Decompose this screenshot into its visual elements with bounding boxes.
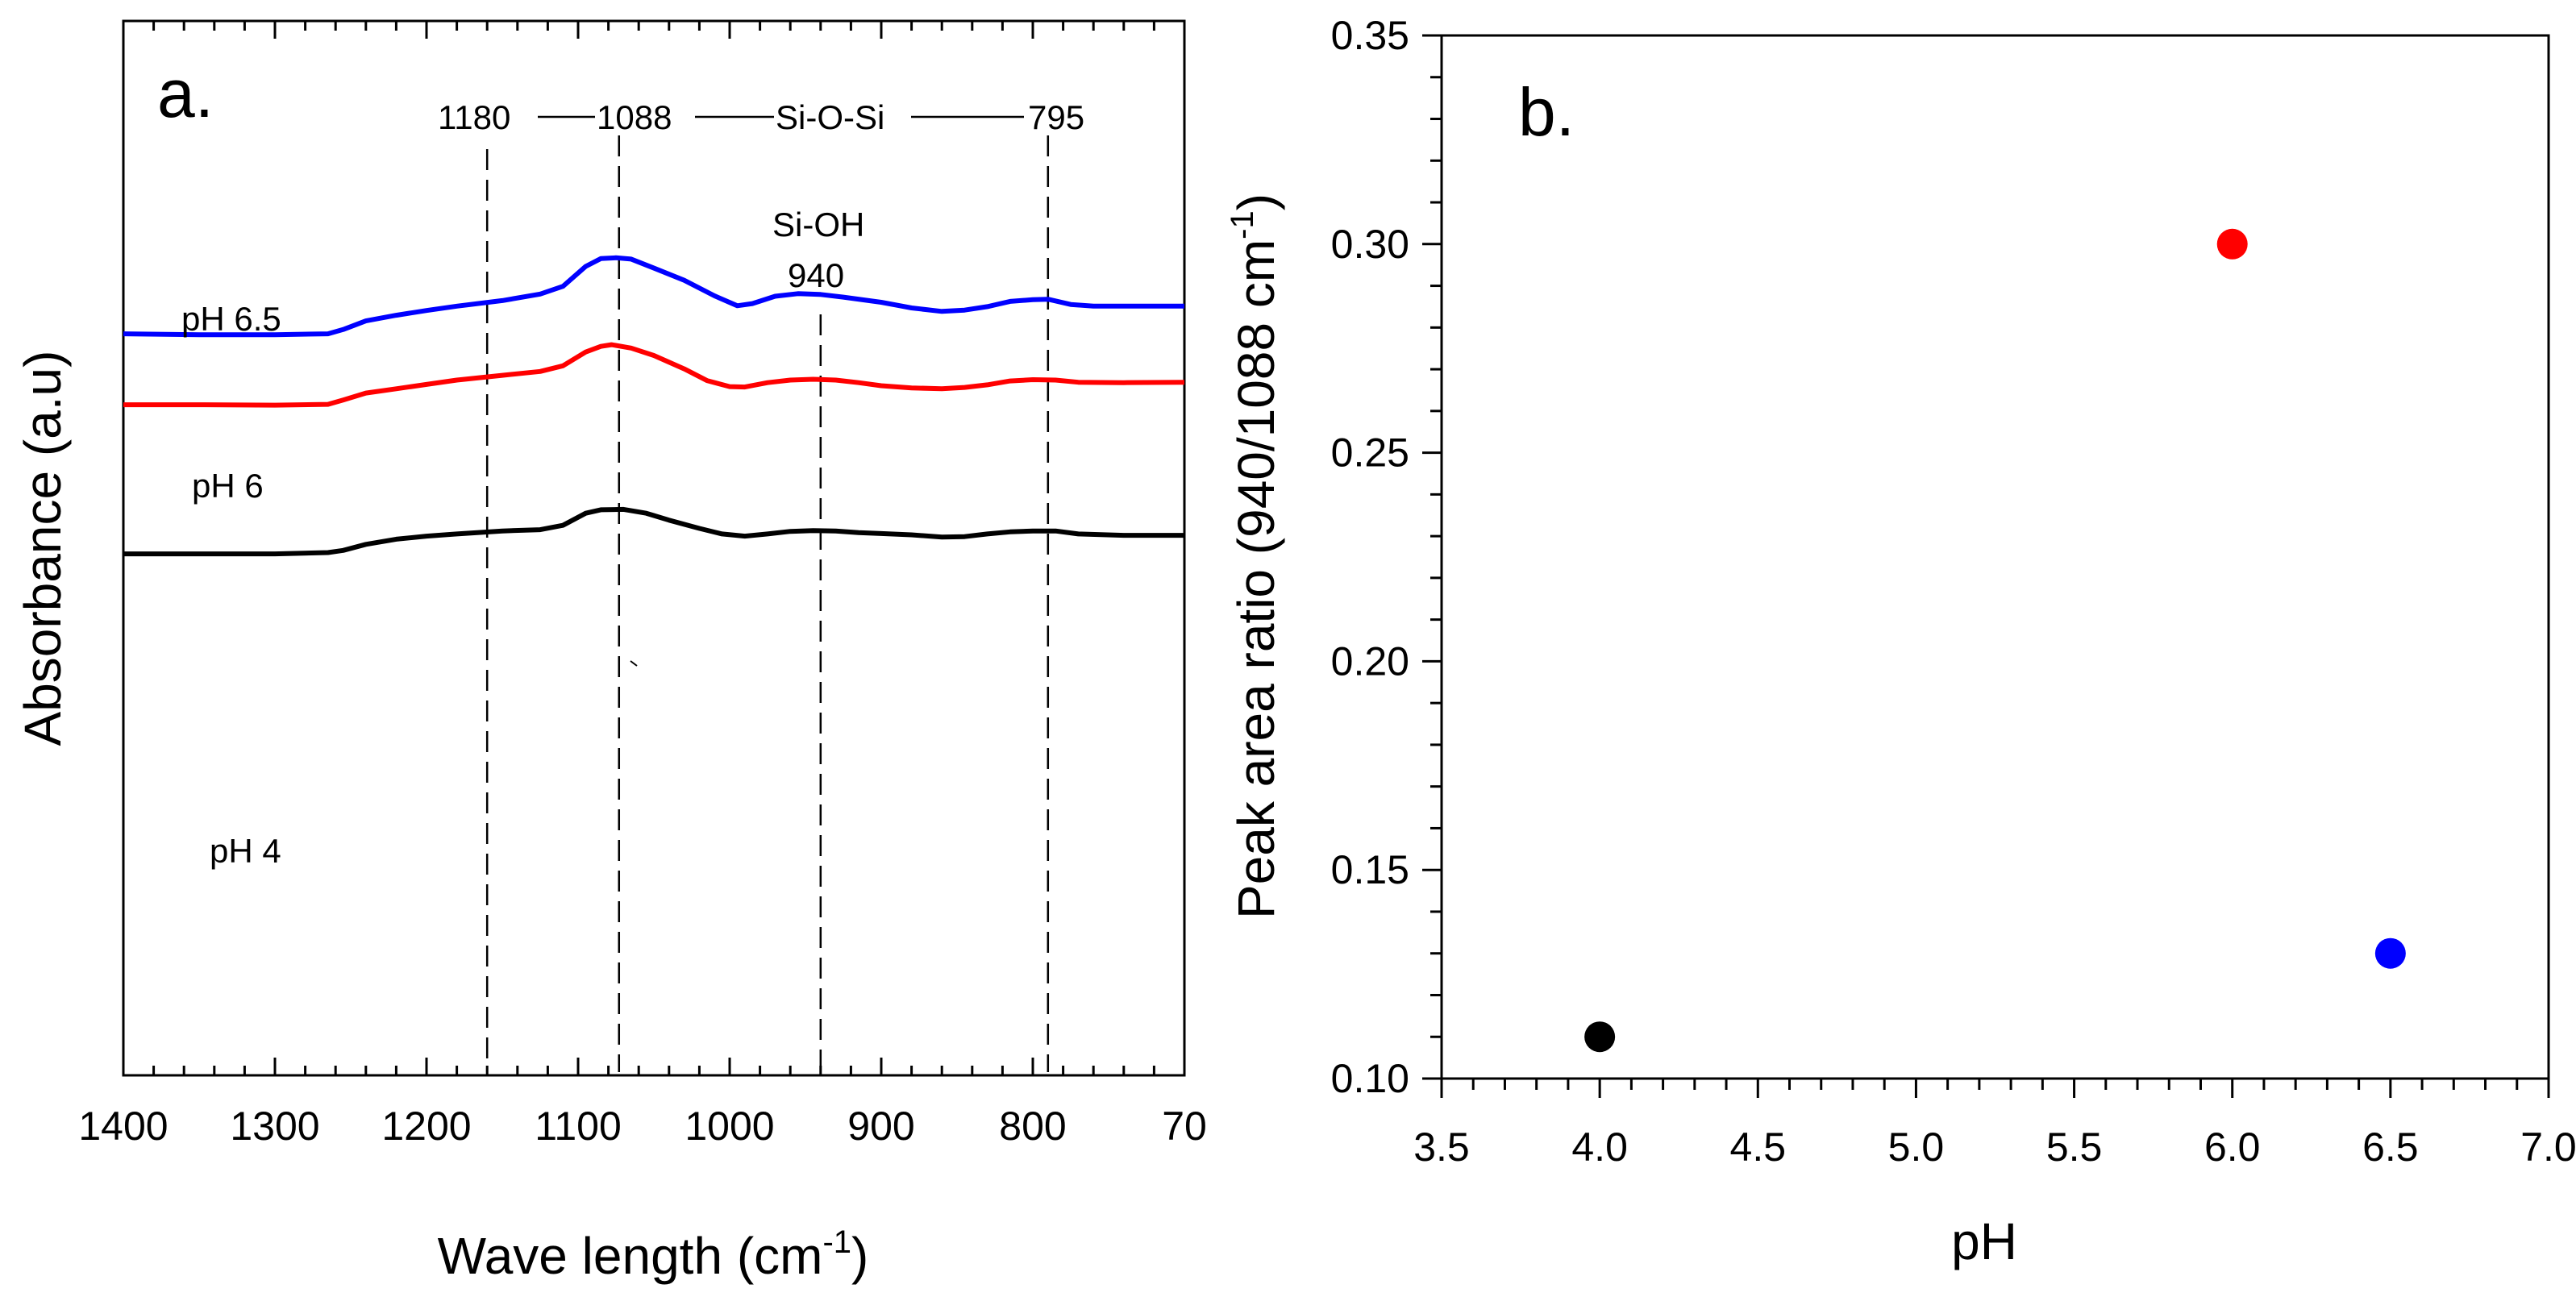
panel-a-ir-spectra: a. 1400 1300 1200 1100 1000 900 800 70 W… bbox=[14, 19, 1207, 1285]
panel-b-y-tick-labels: 0.10 0.15 0.20 0.25 0.30 0.35 bbox=[1331, 13, 1409, 1101]
peak-label-1088: 1088 bbox=[597, 98, 672, 136]
y-tick-label: 0.35 bbox=[1331, 13, 1409, 58]
x-tick-label: 800 bbox=[999, 1104, 1066, 1149]
y-tick-label: 0.20 bbox=[1331, 638, 1409, 684]
panel-b-y-axis-title: Peak area ratio (940/1088 cm-1) bbox=[1225, 193, 1285, 919]
scatter-point bbox=[2216, 228, 2248, 260]
x-tick-label: 4.0 bbox=[1571, 1124, 1628, 1170]
panel-a-y-axis-title: Absorbance (a.u) bbox=[14, 351, 72, 746]
panel-b-data-points bbox=[1584, 228, 2406, 1053]
panel-a-plot-frame bbox=[122, 19, 1186, 1077]
panel-b-peak-ratio: b. 3.5 4.0 4.5 5.0 5.5 6.0 6.5 7.0 0.10 … bbox=[1225, 13, 2576, 1270]
panel-a-x-ticks bbox=[122, 21, 1186, 1075]
si-oh-label: Si-OH bbox=[772, 206, 864, 243]
y-tick-label: 0.15 bbox=[1331, 847, 1409, 892]
panel-a-label: a. bbox=[157, 56, 214, 131]
panel-b-x-axis-title: pH bbox=[1951, 1212, 2017, 1270]
panel-b-ticks bbox=[1422, 34, 2550, 1098]
x-tick-label: 1100 bbox=[535, 1104, 622, 1149]
x-tick-label: 70 bbox=[1162, 1104, 1207, 1149]
panel-a-series bbox=[123, 255, 1185, 557]
x-tick-label: 6.5 bbox=[2362, 1124, 2419, 1170]
si-o-si-label: Si-O-Si bbox=[776, 98, 884, 136]
x-tick-label: 6.0 bbox=[2204, 1124, 2261, 1170]
curve-label-ph-4: pH 4 bbox=[210, 832, 281, 870]
si-oh-annotation: Si-OH 940 bbox=[772, 206, 864, 294]
y-tick-label: 0.25 bbox=[1331, 430, 1409, 476]
x-tick-label: 1200 bbox=[381, 1104, 471, 1149]
x-tick-label: 5.0 bbox=[1888, 1124, 1945, 1170]
scatter-point bbox=[2374, 937, 2406, 969]
peak-label-795: 795 bbox=[1028, 98, 1084, 136]
peak-label-1180: 1180 bbox=[438, 98, 510, 136]
x-tick-label: 1400 bbox=[78, 1104, 168, 1149]
series-line bbox=[123, 255, 1184, 338]
curve-label-ph-6-5: pH 6.5 bbox=[181, 300, 281, 338]
curve-label-ph-6: pH 6 bbox=[192, 467, 264, 505]
panel-a-x-axis-title: Wave length (cm-1) bbox=[438, 1224, 869, 1285]
x-tick-label: 1000 bbox=[685, 1104, 774, 1149]
series-line bbox=[123, 342, 1185, 408]
panel-b-x-tick-labels: 3.5 4.0 4.5 5.0 5.5 6.0 6.5 7.0 bbox=[1413, 1124, 2576, 1170]
panel-b-plot-frame bbox=[1440, 34, 2550, 1080]
scatter-point bbox=[1584, 1021, 1616, 1053]
x-tick-label: 900 bbox=[847, 1104, 914, 1149]
series-line bbox=[123, 506, 1184, 557]
stray-mark bbox=[630, 660, 638, 667]
panel-a-x-tick-labels: 1400 1300 1200 1100 1000 900 800 70 bbox=[78, 1104, 1206, 1149]
x-tick-label: 5.5 bbox=[2046, 1124, 2103, 1170]
x-tick-label: 3.5 bbox=[1413, 1124, 1470, 1170]
x-tick-label: 1300 bbox=[230, 1104, 319, 1149]
x-tick-label: 7.0 bbox=[2520, 1124, 2576, 1170]
si-o-si-annotation: 1180 1088 Si-O-Si 795 bbox=[438, 98, 1084, 136]
y-tick-label: 0.10 bbox=[1331, 1056, 1409, 1101]
y-tick-label: 0.30 bbox=[1331, 222, 1409, 267]
panel-b-label: b. bbox=[1518, 74, 1575, 150]
x-tick-label: 4.5 bbox=[1730, 1124, 1787, 1170]
peak-label-940: 940 bbox=[788, 256, 844, 294]
